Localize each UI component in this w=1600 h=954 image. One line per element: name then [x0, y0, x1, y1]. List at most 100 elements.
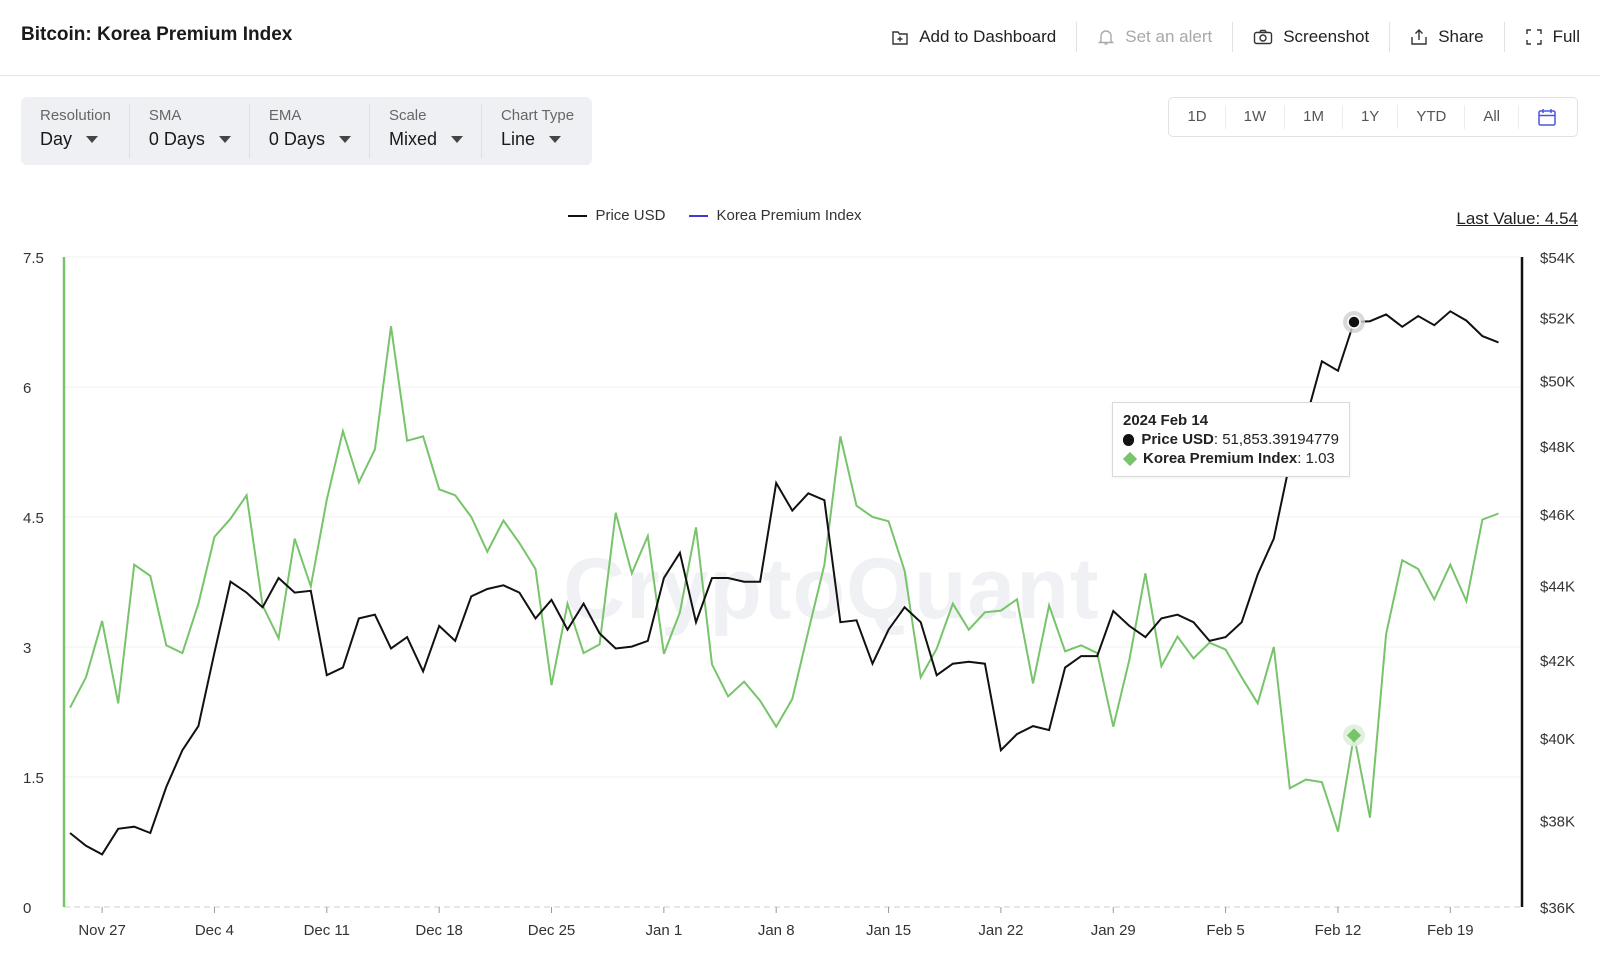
sma-select[interactable]: SMA 0 Days: [130, 104, 250, 158]
right-axis-tick-label: $42K: [1540, 653, 1575, 670]
share-button[interactable]: Share: [1390, 22, 1505, 52]
page-title: Bitcoin: Korea Premium Index: [21, 24, 293, 45]
chart-type-label: Chart Type: [500, 107, 575, 124]
resolution-select[interactable]: Resolution Day: [21, 104, 130, 158]
range-1w-button[interactable]: 1W: [1226, 105, 1286, 129]
x-axis-tick-label: Nov 27: [78, 922, 126, 939]
kpi-marker-icon: [1122, 451, 1138, 466]
ema-label: EMA: [268, 107, 302, 124]
screenshot-label: Screenshot: [1283, 27, 1370, 46]
x-axis-tick-label: Feb 12: [1315, 922, 1362, 939]
right-axis-tick-label: $38K: [1540, 813, 1575, 830]
ema-select[interactable]: EMA 0 Days: [250, 104, 370, 158]
tooltip-date: 2024 Feb 14: [1123, 412, 1209, 429]
range-1y-button[interactable]: 1Y: [1343, 105, 1399, 129]
left-axis-tick-label: 7.5: [23, 250, 44, 267]
fullscreen-icon: [1525, 29, 1542, 45]
dashboard-add-icon: [892, 31, 908, 45]
calendar-icon: [1538, 109, 1556, 126]
range-all-button[interactable]: All: [1465, 105, 1519, 129]
resolution-label: Resolution: [40, 107, 111, 124]
right-axis-tick-label: $46K: [1540, 507, 1575, 524]
range-selector: 1D 1W 1M 1Y YTD All: [1168, 97, 1578, 137]
range-1m-button[interactable]: 1M: [1285, 105, 1343, 129]
chart-controls: Resolution Day SMA 0 Days EMA 0 Days Sca…: [21, 97, 593, 165]
x-axis-tick-label: Dec 4: [195, 922, 234, 939]
range-ytd-button[interactable]: YTD: [1398, 105, 1466, 129]
left-axis-tick-label: 4.5: [23, 510, 44, 527]
x-axis-tick-label: Feb 5: [1206, 922, 1244, 939]
price-highlight-point: [1347, 315, 1361, 329]
caret-down-icon: [450, 136, 463, 143]
range-1d-button[interactable]: 1D: [1169, 105, 1226, 129]
chart-tooltip: 2024 Feb 14 Price USD : 51,853.39194779 …: [1112, 402, 1350, 477]
kpi-highlight-point: [1346, 728, 1362, 743]
left-axis-tick-label: 3: [23, 640, 31, 657]
tooltip-kpi-value: : 1.03: [1297, 450, 1335, 467]
sma-label: SMA: [148, 107, 182, 124]
caret-down-icon: [549, 136, 561, 143]
caret-down-icon: [86, 136, 99, 143]
tooltip-kpi-label: Korea Premium Index: [1143, 450, 1298, 467]
legend-item-price[interactable]: Price USD: [568, 207, 665, 224]
kpi-series-line: [69, 326, 1499, 832]
left-axis-tick-label: 0: [23, 900, 31, 917]
x-axis-tick-label: Jan 8: [758, 922, 795, 939]
x-axis-tick-label: Jan 1: [645, 922, 682, 939]
chart-header: Bitcoin: Korea Premium Index Add to Dash…: [0, 0, 1600, 76]
legend-swatch-price: [568, 214, 588, 217]
ema-value: 0 Days: [268, 129, 325, 149]
resolution-value: Day: [40, 129, 73, 149]
share-label: Share: [1438, 27, 1484, 46]
screenshot-button[interactable]: Screenshot: [1233, 22, 1391, 52]
left-axis-tick-label: 1.5: [23, 770, 44, 787]
x-axis-tick-label: Jan 22: [978, 922, 1023, 939]
caret-down-icon: [338, 136, 351, 143]
fullscreen-label: Full: [1552, 27, 1580, 46]
x-axis-tick-label: Jan 29: [1091, 922, 1136, 939]
x-axis-tick-label: Dec 18: [415, 922, 463, 939]
chart-type-select[interactable]: Chart Type Line: [482, 104, 592, 158]
legend-swatch-kpi: [689, 214, 709, 217]
header-toolbar: Add to Dashboard Set an alert Screenshot…: [871, 22, 1580, 52]
right-axis-tick-label: $44K: [1540, 578, 1575, 595]
set-alert-button[interactable]: Set an alert: [1077, 22, 1234, 52]
last-value-link[interactable]: Last Value: 4.54: [1456, 209, 1578, 228]
scale-label: Scale: [388, 107, 427, 124]
calendar-button[interactable]: [1519, 107, 1577, 127]
right-axis-tick-label: $50K: [1540, 373, 1575, 390]
scale-value: Mixed: [388, 129, 437, 149]
price-marker-icon: [1123, 433, 1135, 446]
tooltip-price-row: Price USD : 51,853.39194779: [1123, 430, 1339, 449]
chart-legend: Price USD Korea Premium Index: [0, 207, 1600, 224]
right-axis-tick-label: $48K: [1540, 439, 1575, 456]
legend-item-kpi[interactable]: Korea Premium Index: [689, 207, 862, 224]
legend-label-kpi: Korea Premium Index: [716, 207, 862, 224]
tooltip-price-value: : 51,853.39194779: [1213, 431, 1339, 448]
caret-down-icon: [218, 136, 231, 143]
x-axis-tick-label: Dec 11: [304, 922, 350, 939]
x-axis-tick-label: Feb 19: [1427, 922, 1474, 939]
right-axis-tick-label: $40K: [1540, 731, 1575, 748]
tooltip-price-label: Price USD: [1141, 431, 1214, 448]
set-alert-label: Set an alert: [1125, 27, 1213, 46]
right-axis-tick-label: $54K: [1540, 250, 1575, 267]
fullscreen-button[interactable]: Full: [1505, 22, 1580, 52]
legend-label-price: Price USD: [595, 207, 666, 224]
add-to-dashboard-button[interactable]: Add to Dashboard: [871, 22, 1078, 52]
left-axis-tick-label: 6: [23, 380, 31, 397]
right-axis-tick-label: $52K: [1540, 311, 1575, 328]
sma-value: 0 Days: [148, 129, 205, 149]
camera-icon: [1254, 29, 1273, 45]
price-series-line: [69, 310, 1499, 856]
bell-icon: [1098, 30, 1115, 45]
right-axis-tick-label: $36K: [1540, 900, 1575, 917]
add-to-dashboard-label: Add to Dashboard: [919, 27, 1057, 46]
x-axis-tick-label: Dec 25: [528, 922, 576, 939]
scale-select[interactable]: Scale Mixed: [370, 104, 482, 158]
chart-type-value: Line: [500, 129, 535, 149]
tooltip-kpi-row: Korea Premium Index : 1.03: [1122, 449, 1339, 468]
share-icon: [1411, 29, 1427, 45]
x-axis-tick-label: Jan 15: [866, 922, 911, 939]
